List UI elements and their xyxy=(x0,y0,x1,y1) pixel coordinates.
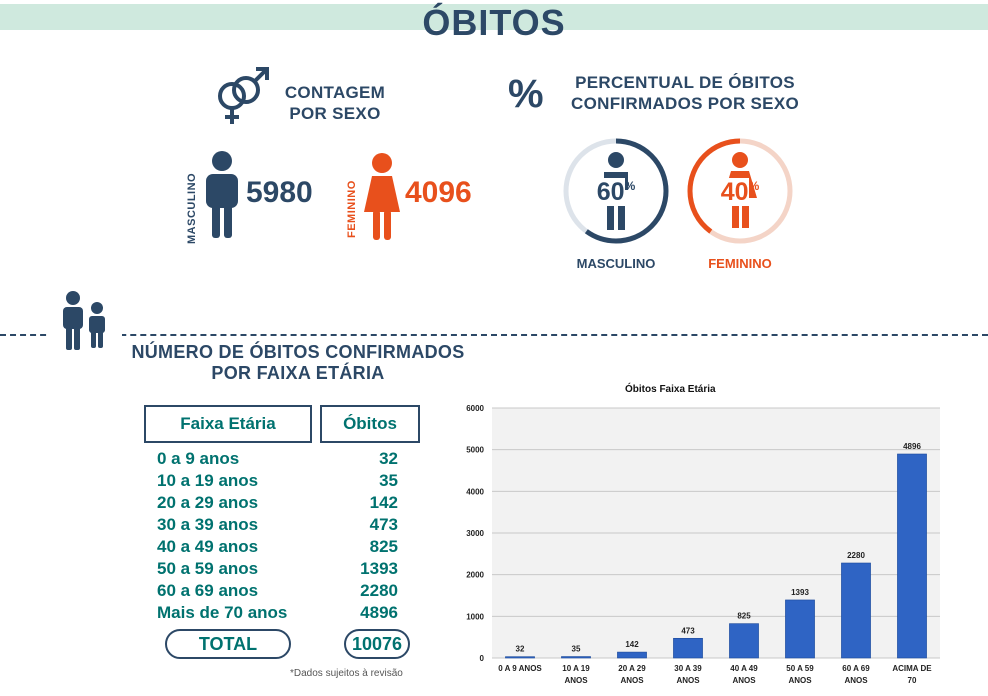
header-band xyxy=(0,0,988,30)
percent-symbol: % xyxy=(508,72,544,116)
table-row-age: 50 a 59 anos xyxy=(157,559,259,578)
table-row-age: 10 a 19 anos xyxy=(157,471,259,490)
chart-y-tick-label: 3000 xyxy=(466,529,484,538)
table-row-age: 20 a 29 anos xyxy=(157,493,259,512)
chart-bar xyxy=(673,637,703,659)
total-label-box: TOTAL xyxy=(165,629,291,659)
chart-y-tick-label: 2000 xyxy=(466,571,484,580)
chart-bar xyxy=(729,623,759,659)
table-row-age: Mais de 70 anos xyxy=(157,603,288,622)
chart-data-label: 4896 xyxy=(903,442,921,451)
count-by-sex-title: CONTAGEM POR SEXO xyxy=(284,83,386,123)
chart-x-tick-label: ANOS xyxy=(788,676,812,685)
table-deaths-column: 32 35 142 473 825 1393 2280 4896 xyxy=(320,448,398,624)
chart-x-tick-label: 10 A 19 xyxy=(562,664,590,673)
table-row-age: 40 a 49 anos xyxy=(157,537,259,556)
age-bar-chart: 0 1000 2000 3000 4000 5000 6000 32 0 A 9 ANOS 35 1… xyxy=(466,404,940,685)
total-value-box: 10076 xyxy=(344,629,410,659)
table-row-age: 60 a 69 anos xyxy=(157,581,259,600)
chart-x-tick-label: 40 A 49 xyxy=(730,664,758,673)
chart-bar xyxy=(617,651,647,659)
female-percent-label: FEMININO xyxy=(708,256,772,271)
chart-x-tick-label: 20 A 29 xyxy=(618,664,646,673)
chart-x-tick-label: ANOS xyxy=(676,676,700,685)
table-header-age: Faixa Etária xyxy=(144,405,312,443)
chart-data-label: 473 xyxy=(681,626,695,635)
table-row-deaths: 32 xyxy=(379,449,398,468)
chart-bar xyxy=(561,656,591,659)
chart-x-tick-label: ANOS xyxy=(564,676,588,685)
chart-title: Óbitos Faixa Etária xyxy=(625,384,716,395)
chart-x-tick-label: 60 A 69 xyxy=(842,664,870,673)
chart-x-tick-label: ANOS xyxy=(844,676,868,685)
chart-data-label: 1393 xyxy=(791,588,809,597)
chart-bar xyxy=(841,562,871,659)
table-row-age: 30 a 39 anos xyxy=(157,515,259,534)
footnote: *Dados sujeitos à revisão xyxy=(290,668,403,679)
table-age-column: 0 a 9 anos 10 a 19 anos 20 a 29 anos 30 a 3… xyxy=(157,448,327,624)
header-band-top-edge xyxy=(0,0,988,4)
chart-y-tick-label: 1000 xyxy=(466,612,484,621)
chart-bar xyxy=(505,656,535,659)
table-row-deaths: 1393 xyxy=(360,559,398,578)
chart-x-tick-label: ANOS xyxy=(620,676,644,685)
chart-data-label: 35 xyxy=(572,645,581,654)
table-row-deaths: 142 xyxy=(369,493,398,512)
chart-data-label: 142 xyxy=(625,640,639,649)
table-row-age: 0 a 9 anos xyxy=(157,449,240,468)
page-title: ÓBITOS xyxy=(422,2,566,43)
chart-y-tick-label: 5000 xyxy=(466,446,484,455)
male-vertical-label: MASCULINO xyxy=(186,172,198,244)
male-percent-ring xyxy=(563,138,669,244)
table-row-deaths: 4896 xyxy=(360,603,398,622)
female-percent-value: 40% xyxy=(720,178,760,206)
table-header-deaths: Óbitos xyxy=(320,405,420,443)
table-row-deaths: 2280 xyxy=(360,581,398,600)
chart-x-tick-label: ANOS xyxy=(732,676,756,685)
male-percent-value: 60% xyxy=(596,178,636,206)
female-count-value: 4096 xyxy=(405,176,472,209)
table-row-deaths: 825 xyxy=(369,537,398,556)
chart-y-tick-label: 6000 xyxy=(466,404,484,413)
male-person-icon xyxy=(206,151,238,238)
male-percent-label: MASCULINO xyxy=(576,256,656,271)
gender-symbol-icon xyxy=(218,67,269,124)
chart-x-tick-label: 70 xyxy=(908,676,917,685)
female-person-icon xyxy=(364,153,400,240)
family-icon xyxy=(63,291,105,350)
chart-x-tick-label: ACIMA DE xyxy=(892,664,932,673)
chart-data-label: 32 xyxy=(516,645,525,654)
chart-bar xyxy=(785,599,815,659)
chart-x-tick-label: 0 A 9 ANOS xyxy=(498,664,542,673)
chart-x-tick-label: 30 A 39 xyxy=(674,664,702,673)
table-row-deaths: 473 xyxy=(369,515,398,534)
chart-x-tick-label: 50 A 59 xyxy=(786,664,814,673)
age-section-title: NÚMERO DE ÓBITOS CONFIRMADOS POR FAIXA E… xyxy=(131,342,465,383)
chart-data-label: 2280 xyxy=(847,551,865,560)
table-row-deaths: 35 xyxy=(379,471,398,490)
female-vertical-label: FEMININO xyxy=(346,180,358,238)
section-divider xyxy=(0,334,988,336)
percent-by-sex-title: PERCENTUAL DE ÓBITOS CONFIRMADOS POR SEX… xyxy=(571,73,799,113)
chart-y-tick-label: 4000 xyxy=(466,487,484,496)
male-count-value: 5980 xyxy=(246,176,313,209)
chart-y-tick-label: 0 xyxy=(480,654,485,663)
chart-bar xyxy=(897,453,927,659)
chart-data-label: 825 xyxy=(737,612,751,621)
